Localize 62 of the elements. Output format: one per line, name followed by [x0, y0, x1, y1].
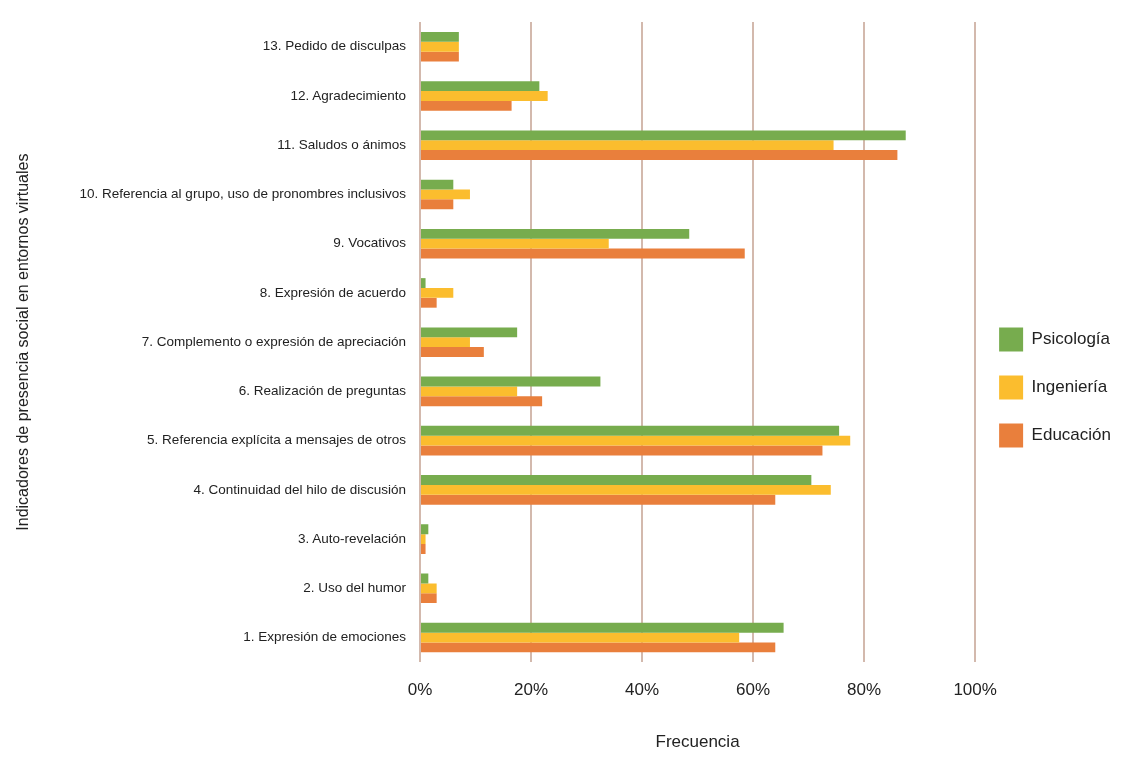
x-tick-label: 0%	[407, 680, 433, 700]
y-tick-label: 1. Expresión de emociones	[243, 629, 407, 645]
bar	[421, 475, 812, 485]
bar	[421, 238, 609, 249]
y-tick-label: 12. Agradecimiento	[290, 87, 406, 103]
bar	[421, 524, 429, 535]
bar	[421, 642, 776, 653]
bar	[421, 81, 540, 92]
y-tick-label: 2. Uso del humor	[303, 580, 407, 596]
x-tick-label: 20%	[514, 680, 549, 700]
bar	[421, 484, 831, 495]
bar	[421, 91, 548, 101]
bar	[421, 425, 840, 436]
y-tick-label: 3. Auto-revelación	[297, 530, 406, 546]
bar	[421, 583, 437, 594]
y-tick-label: 11. Saludos o ánimos	[277, 136, 407, 152]
bar	[421, 228, 690, 239]
bar	[421, 41, 459, 52]
bar	[421, 376, 601, 387]
bar	[421, 140, 834, 151]
bar	[421, 179, 454, 190]
bar	[421, 396, 543, 407]
bar	[421, 622, 784, 633]
y-tick-label: 9. Vocativos	[333, 235, 407, 251]
bar	[421, 494, 776, 505]
y-tick-label: 8. Expresión de acuerdo	[259, 284, 406, 300]
x-axis-title: Frecuencia	[655, 732, 741, 752]
y-axis-title: Indicadores de presencia social en entornos virtuales	[14, 153, 32, 531]
bar	[421, 248, 745, 259]
bar	[421, 278, 426, 288]
legend-label: Educación	[1031, 425, 1111, 445]
y-tick-label: 6. Realización de preguntas	[238, 383, 407, 399]
bar	[421, 445, 823, 456]
y-tick-label: 10. Referencia al grupo, uso de pronombres inclusivos	[79, 186, 407, 202]
y-tick-label: 13. Pedido de disculpas	[262, 38, 407, 54]
bar	[421, 150, 898, 160]
bar	[421, 386, 518, 397]
x-tick-label: 60%	[736, 680, 771, 700]
bar	[421, 130, 906, 141]
bar	[421, 593, 437, 604]
bar	[421, 544, 426, 554]
bar	[421, 534, 426, 545]
bar	[421, 337, 470, 348]
legend-label: Psicología	[1031, 329, 1111, 349]
x-tick-label: 100%	[953, 680, 997, 700]
x-tick-label: 40%	[625, 680, 660, 700]
bar	[421, 327, 518, 338]
bar	[421, 632, 740, 643]
bar	[421, 199, 454, 210]
bar	[421, 297, 437, 308]
y-tick-label: 5. Referencia explícita a mensajes de otros	[147, 432, 407, 448]
legend-label: Ingeniería	[1031, 377, 1108, 397]
bar	[421, 435, 851, 446]
bar	[421, 100, 512, 111]
bar	[421, 51, 459, 62]
bar	[421, 347, 484, 357]
y-tick-label: 4. Continuidad del hilo de discusión	[193, 481, 406, 497]
bar	[421, 189, 470, 200]
y-tick-label: 7. Complemento o expresión de apreciación	[141, 333, 406, 349]
x-tick-label: 80%	[847, 680, 882, 700]
bar	[421, 31, 459, 42]
bar	[421, 287, 454, 298]
